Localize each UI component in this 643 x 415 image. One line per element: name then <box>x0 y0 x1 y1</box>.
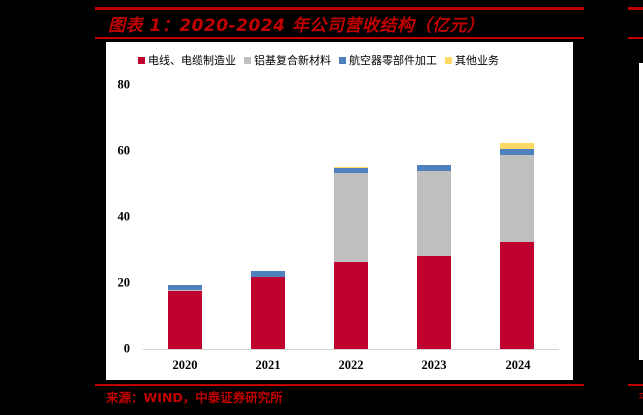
legend-swatch-red <box>138 56 145 64</box>
chart-title: 图表 1：2020-2024 年公司营收结构（亿元） <box>108 16 485 36</box>
bar-segment <box>500 149 535 155</box>
legend-swatch-gray <box>244 56 251 64</box>
bar-segment <box>334 166 368 168</box>
y-tick-label: 40 <box>117 209 131 224</box>
legend-item-aviation: 航空器零部件加工 <box>339 52 437 68</box>
title-underline-right <box>628 37 643 39</box>
legend-item-cable: 电线、电缆制造业 <box>138 52 236 68</box>
top-rule-left <box>95 7 584 10</box>
legend-label: 电线、电缆制造业 <box>148 54 236 67</box>
y-tick-label: 60 <box>117 143 131 158</box>
bottom-rule-right <box>628 384 643 386</box>
x-tick-label: 2023 <box>421 358 447 372</box>
x-tick-label: 2020 <box>172 358 198 372</box>
bar-segment <box>334 173 368 263</box>
bar-segment <box>417 165 452 172</box>
bar-segment <box>250 277 285 349</box>
title-underline-left <box>95 37 584 39</box>
legend-swatch-yellow <box>445 56 452 64</box>
x-tick-label: 2024 <box>505 358 531 372</box>
bar-segment <box>250 271 285 278</box>
bar-segment <box>500 143 535 150</box>
bar-segment <box>167 290 202 349</box>
x-tick-label: 2021 <box>255 358 281 372</box>
bar-segment <box>417 256 452 349</box>
adjacent-source-glyph: 来 <box>638 389 643 399</box>
legend-item-other: 其他业务 <box>445 52 499 68</box>
bar-segment <box>500 242 535 349</box>
bar-segment <box>334 167 368 174</box>
bar-segment <box>500 154 535 243</box>
stacked-bar-2022 <box>334 166 368 349</box>
bar-segment <box>417 164 452 166</box>
bar-segment <box>334 262 368 349</box>
y-tick-label: 20 <box>117 275 131 290</box>
stacked-bar-2024 <box>500 143 535 349</box>
y-tick-label: 80 <box>117 77 131 92</box>
stacked-bar-2023 <box>417 164 452 349</box>
stacked-bar-2021 <box>250 271 285 349</box>
bar-segment <box>417 171 452 257</box>
chart-legend: 电线、电缆制造业 铝基复合新材料 航空器零部件加工 其他业务 <box>138 52 507 68</box>
x-tick-label: 2022 <box>338 358 364 372</box>
bar-segment <box>167 289 202 291</box>
source-note: 来源：WIND，中泰证券研究所 <box>106 390 283 405</box>
legend-label: 航空器零部件加工 <box>349 54 437 67</box>
legend-item-aluminum: 铝基复合新材料 <box>244 52 331 68</box>
stacked-bar-2020 <box>167 284 202 349</box>
adjacent-panel-edge <box>639 63 643 360</box>
x-axis-line <box>143 349 559 350</box>
y-tick-label: 0 <box>123 341 130 356</box>
top-rule-right <box>628 7 643 10</box>
legend-label: 其他业务 <box>455 54 499 67</box>
bottom-rule-left <box>95 384 584 386</box>
legend-label: 铝基复合新材料 <box>254 54 331 67</box>
legend-swatch-blue <box>339 56 346 64</box>
bar-segment <box>167 284 202 290</box>
